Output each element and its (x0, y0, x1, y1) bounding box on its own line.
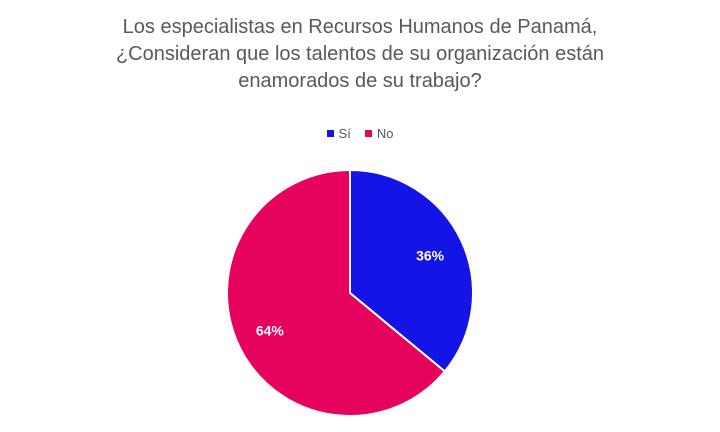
chart-title-line-1: Los especialistas en Recursos Humanos de… (122, 16, 598, 38)
legend-label-si: Sí (338, 126, 351, 141)
chart-title-line-3: enamorados de su trabajo? (238, 70, 482, 92)
data-label-1: 64% (256, 323, 285, 339)
legend: Sí No (0, 126, 720, 141)
legend-item-si: Sí (326, 126, 351, 141)
chart-title-line-2: ¿Consideran que los talentos de su organ… (115, 43, 605, 65)
legend-swatch-si (326, 130, 334, 137)
legend-label-no: No (376, 126, 394, 141)
chart-title: Los especialistas en Recursos Humanos de… (40, 14, 680, 95)
legend-item-no: No (364, 126, 394, 141)
data-label-0: 36% (416, 247, 445, 263)
pie-slice-0 (349, 168, 474, 373)
pie-slices (226, 168, 474, 417)
pie-data-labels: 36% 64% (256, 247, 445, 338)
pie-slice-1 (226, 168, 447, 417)
legend-swatch-no (364, 130, 372, 137)
